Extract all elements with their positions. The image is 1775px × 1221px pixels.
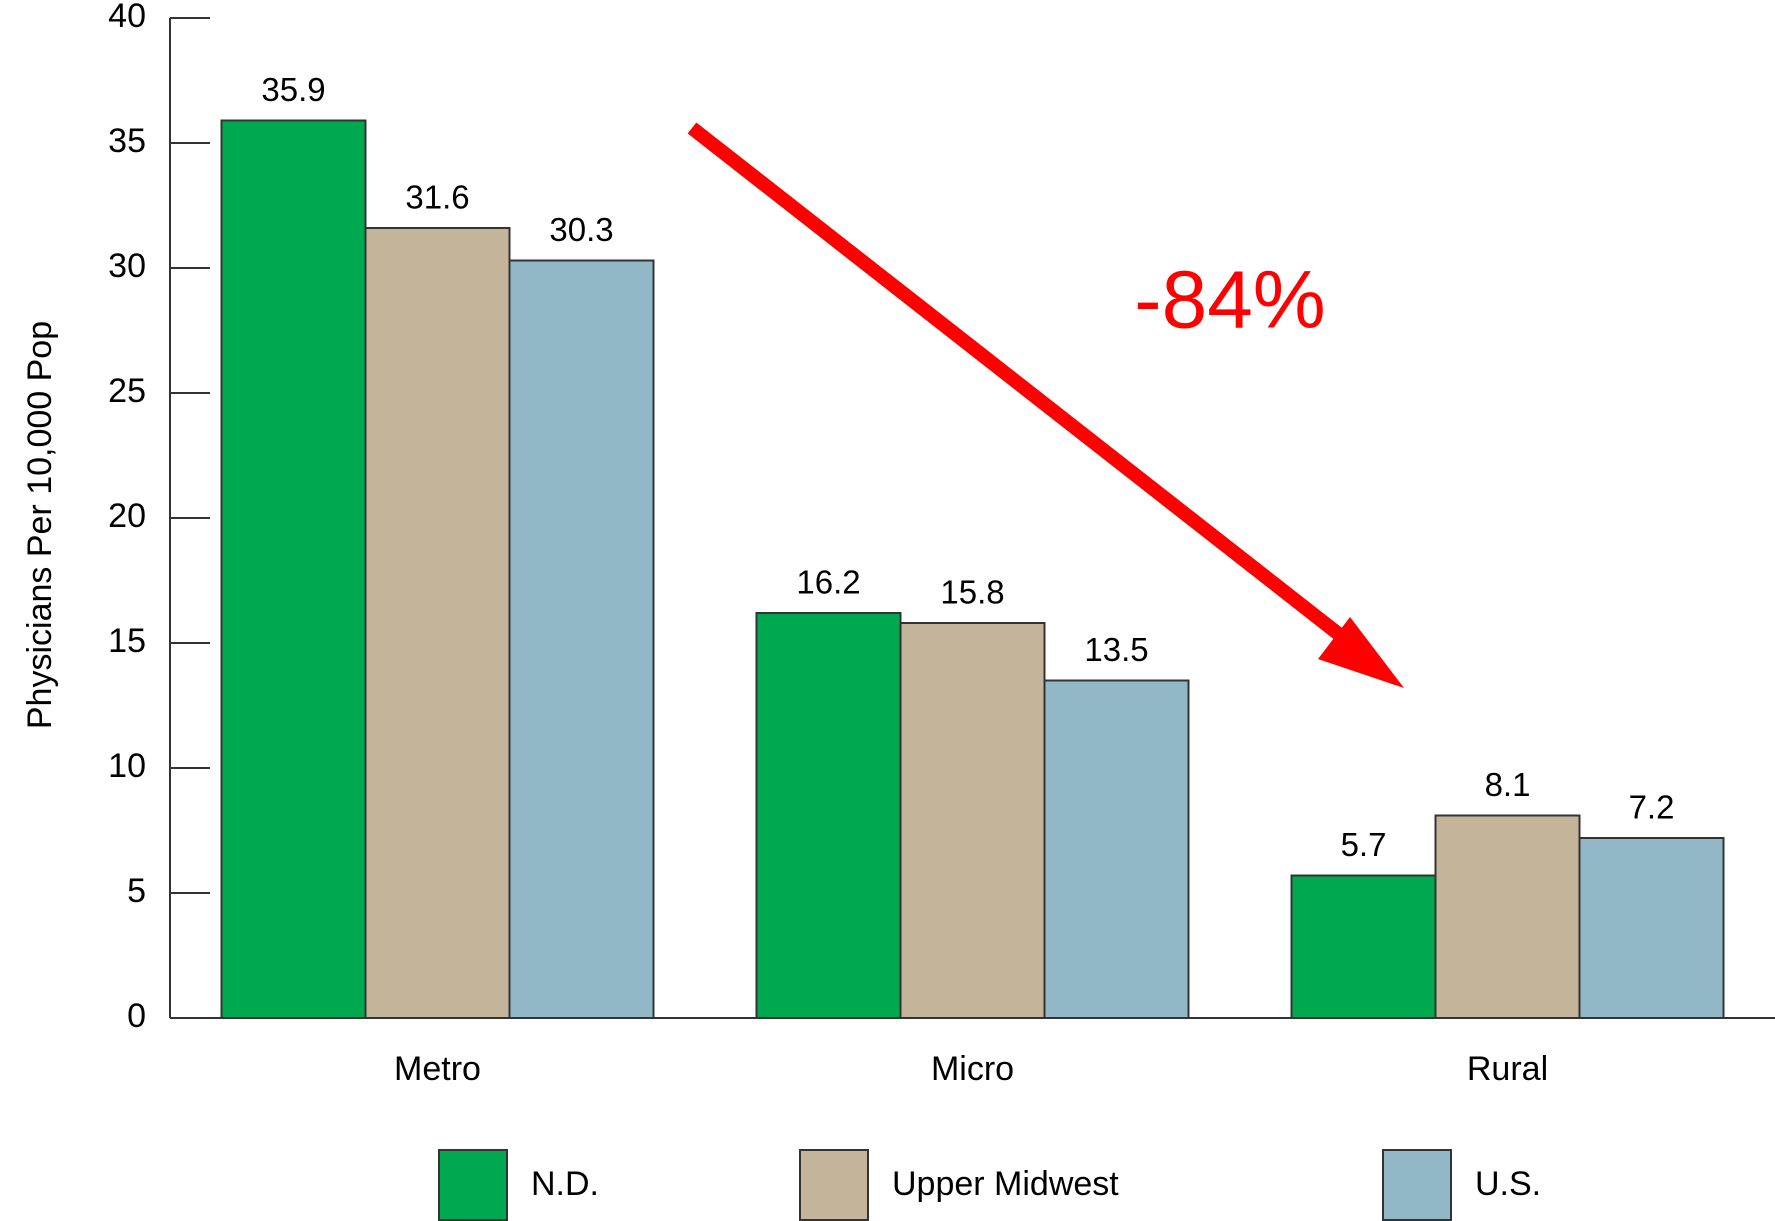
y-tick-label: 25 [108,372,146,410]
bar [364,227,511,1019]
bar [755,612,902,1019]
value-label: 13.5 [1084,631,1148,668]
annotation: -84% [1134,255,1325,346]
value-label: 30.3 [549,211,613,248]
value-label: 15.8 [940,574,1004,611]
bar [1290,874,1437,1019]
value-label: 8.1 [1485,766,1531,803]
legend-swatch [438,1149,508,1221]
y-tick-label: 40 [108,0,146,35]
value-label: 35.9 [261,71,325,108]
bar [220,119,367,1019]
y-tick-label: 30 [108,247,146,285]
x-tick-label: Micro [931,1050,1014,1088]
y-tick-label: 35 [108,122,146,160]
y-tick-label: 0 [127,997,146,1035]
value-label: 31.6 [405,179,469,216]
value-label: 16.2 [796,564,860,601]
legend-label: N.D. [531,1165,599,1203]
bar [899,622,1046,1019]
legend-label: U.S. [1475,1165,1541,1203]
y-tick-label: 10 [108,747,146,785]
value-label: 7.2 [1629,789,1675,826]
x-tick-label: Rural [1467,1050,1548,1088]
bar [1578,837,1725,1019]
x-tick-label: Metro [394,1050,481,1088]
legend-label: Upper Midwest [892,1165,1119,1203]
legend-swatch [799,1149,869,1221]
bar [508,259,655,1019]
y-axis-label: Physicians Per 10,000 Pop [21,321,59,729]
y-tick-label: 20 [108,497,146,535]
y-tick-label: 5 [127,872,146,910]
bar [1043,679,1190,1019]
value-label: 5.7 [1341,826,1387,863]
legend-swatch [1382,1149,1452,1221]
arrow [687,122,1404,688]
y-tick-label: 15 [108,622,146,660]
bar [1434,814,1581,1019]
